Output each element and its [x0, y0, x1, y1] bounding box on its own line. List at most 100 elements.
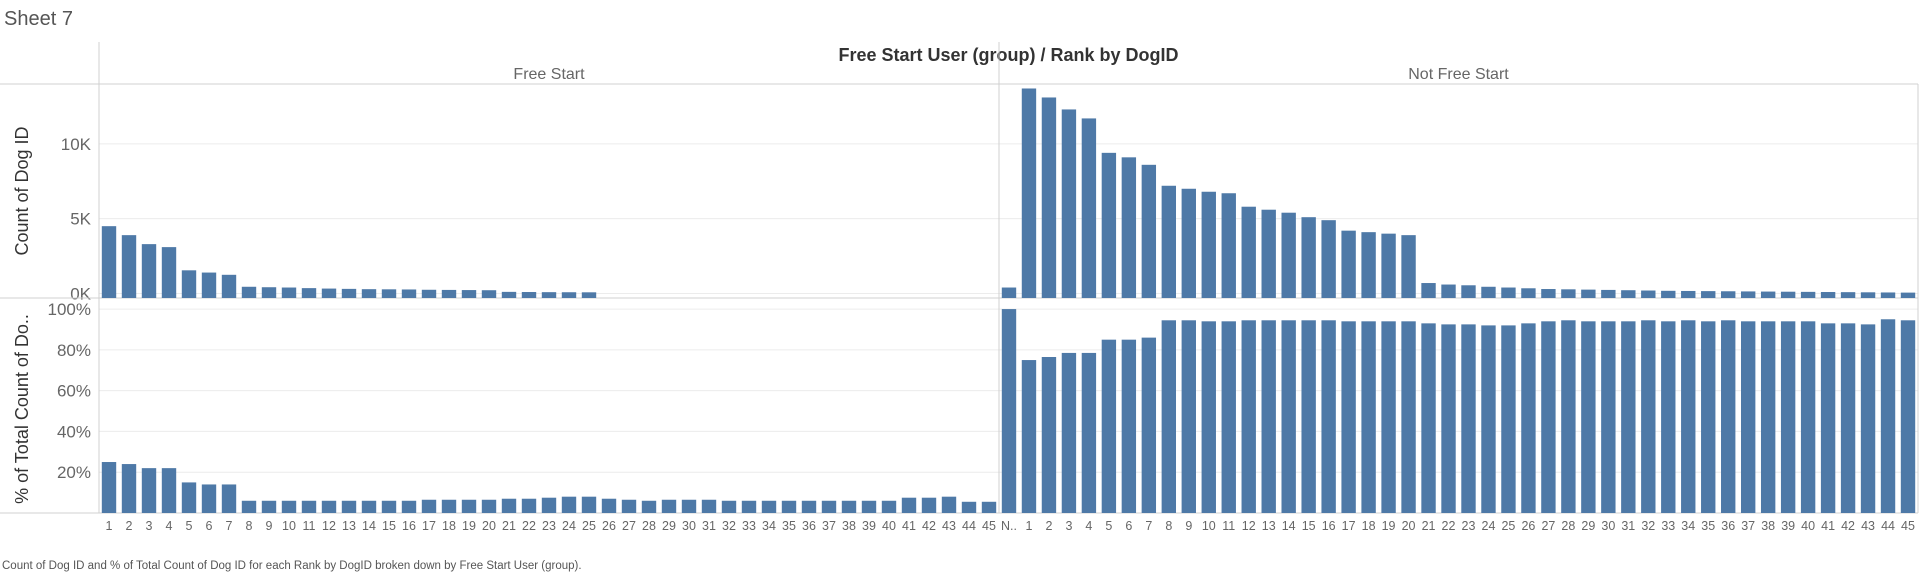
bar-count-not-free-start — [1780, 291, 1796, 298]
x-tick-label: 11 — [303, 519, 316, 533]
x-tick-label: 41 — [1821, 519, 1835, 533]
bar-count-free-start — [421, 289, 437, 298]
bar-pct-not-free-start — [1301, 320, 1316, 513]
bar-pct-free-start — [481, 499, 497, 513]
bar-count-free-start — [101, 226, 117, 298]
bar-pct-not-free-start — [1840, 323, 1856, 513]
bar-pct-not-free-start — [1081, 352, 1097, 513]
bar-count-not-free-start — [1721, 291, 1736, 298]
bar-pct-not-free-start — [1820, 323, 1836, 513]
bar-pct-not-free-start — [1780, 321, 1796, 513]
bar-count-not-free-start — [1601, 289, 1616, 298]
x-tick-label: 36 — [1721, 519, 1735, 533]
bar-count-free-start — [521, 292, 537, 298]
x-tick-label: 42 — [922, 519, 936, 533]
bar-pct-free-start — [201, 484, 217, 513]
chart-caption: Count of Dog ID and % of Total Count of … — [2, 560, 582, 572]
bar-count-not-free-start — [1481, 286, 1496, 298]
y-tick-label: 10K — [61, 135, 92, 154]
bar-pct-free-start — [581, 496, 597, 513]
bar-pct-not-free-start — [1641, 320, 1656, 513]
x-tick-label: 15 — [1302, 519, 1316, 533]
x-tick-label: 17 — [1342, 519, 1356, 533]
x-tick-label: 23 — [542, 519, 556, 533]
x-tick-label: 4 — [1085, 519, 1092, 533]
bar-pct-not-free-start — [1061, 352, 1077, 513]
panel-header-0: Free Start — [513, 66, 585, 83]
bar-pct-not-free-start — [1501, 325, 1516, 513]
bar-count-not-free-start — [1161, 185, 1177, 298]
bar-pct-free-start — [421, 499, 437, 513]
bar-count-not-free-start — [1401, 235, 1416, 298]
x-tick-label: N.. — [1001, 519, 1017, 533]
bar-pct-not-free-start — [1441, 324, 1456, 513]
x-tick-label: 7 — [1145, 519, 1152, 533]
bar-count-free-start — [241, 286, 257, 298]
bar-count-not-free-start — [1461, 285, 1476, 298]
x-tick-label: 12 — [1242, 519, 1256, 533]
x-tick-label: 42 — [1841, 519, 1855, 533]
column-super-header: Free Start User (group) / Rank by DogID — [838, 45, 1178, 65]
bar-pct-free-start — [681, 499, 697, 513]
bar-pct-not-free-start — [1421, 323, 1436, 513]
bar-count-not-free-start — [1800, 291, 1816, 298]
bar-pct-not-free-start — [1141, 337, 1157, 513]
x-tick-label: 41 — [902, 519, 916, 533]
y-tick-label: 80% — [57, 341, 91, 360]
bar-count-free-start — [321, 288, 337, 298]
bar-pct-not-free-start — [1321, 320, 1336, 513]
bar-pct-not-free-start — [1900, 320, 1916, 513]
bar-count-not-free-start — [1261, 209, 1276, 298]
y-tick-label: 100% — [48, 300, 91, 319]
x-tick-label: 3 — [1065, 519, 1072, 533]
bar-pct-free-start — [741, 500, 757, 513]
bar-pct-free-start — [981, 501, 997, 513]
bar-count-not-free-start — [1561, 289, 1576, 298]
x-tick-label: 29 — [1581, 519, 1595, 533]
x-tick-label: 27 — [1541, 519, 1555, 533]
x-tick-label: 8 — [246, 519, 253, 533]
bar-pct-free-start — [621, 499, 637, 513]
x-tick-label: 6 — [1125, 519, 1132, 533]
x-tick-label: 34 — [1681, 519, 1695, 533]
x-tick-label: 7 — [226, 519, 233, 533]
bar-pct-free-start — [721, 500, 737, 513]
x-tick-label: 38 — [1761, 519, 1775, 533]
bar-count-not-free-start — [1681, 290, 1696, 298]
bar-pct-free-start — [141, 468, 157, 513]
x-tick-label: 35 — [782, 519, 796, 533]
y-axis-title-1: % of Total Count of Do.. — [12, 314, 32, 504]
bar-count-not-free-start — [1361, 232, 1376, 298]
bar-count-free-start — [181, 270, 197, 298]
x-tick-label: 22 — [522, 519, 536, 533]
x-tick-label: 29 — [662, 519, 676, 533]
bar-pct-not-free-start — [1481, 325, 1496, 513]
x-tick-label: 43 — [942, 519, 956, 533]
bar-count-free-start — [281, 287, 297, 298]
bar-count-free-start — [341, 288, 357, 298]
bar-count-not-free-start — [1860, 292, 1876, 298]
bar-pct-free-start — [281, 500, 297, 513]
bar-pct-free-start — [921, 497, 937, 513]
bar-pct-free-start — [401, 500, 417, 513]
bar-pct-free-start — [841, 500, 857, 513]
x-tick-label: 26 — [1521, 519, 1535, 533]
bar-count-not-free-start — [1441, 284, 1456, 298]
bar-count-free-start — [461, 290, 477, 298]
bar-count-free-start — [401, 289, 417, 298]
x-tick-label: 18 — [442, 519, 456, 533]
bar-pct-free-start — [441, 499, 457, 513]
bar-count-free-start — [501, 291, 517, 298]
bar-pct-not-free-start — [1740, 321, 1756, 513]
bar-count-free-start — [561, 292, 577, 298]
x-tick-label: 45 — [982, 519, 996, 533]
x-tick-label: 35 — [1701, 519, 1715, 533]
bar-pct-free-start — [821, 500, 837, 513]
x-tick-label: 1 — [106, 519, 113, 533]
x-tick-label: 13 — [342, 519, 356, 533]
bar-count-not-free-start — [1621, 290, 1636, 298]
bar-pct-not-free-start — [1261, 320, 1276, 513]
bar-pct-not-free-start — [1661, 321, 1676, 513]
bar-count-not-free-start — [1581, 289, 1596, 298]
bar-count-free-start — [141, 244, 157, 298]
